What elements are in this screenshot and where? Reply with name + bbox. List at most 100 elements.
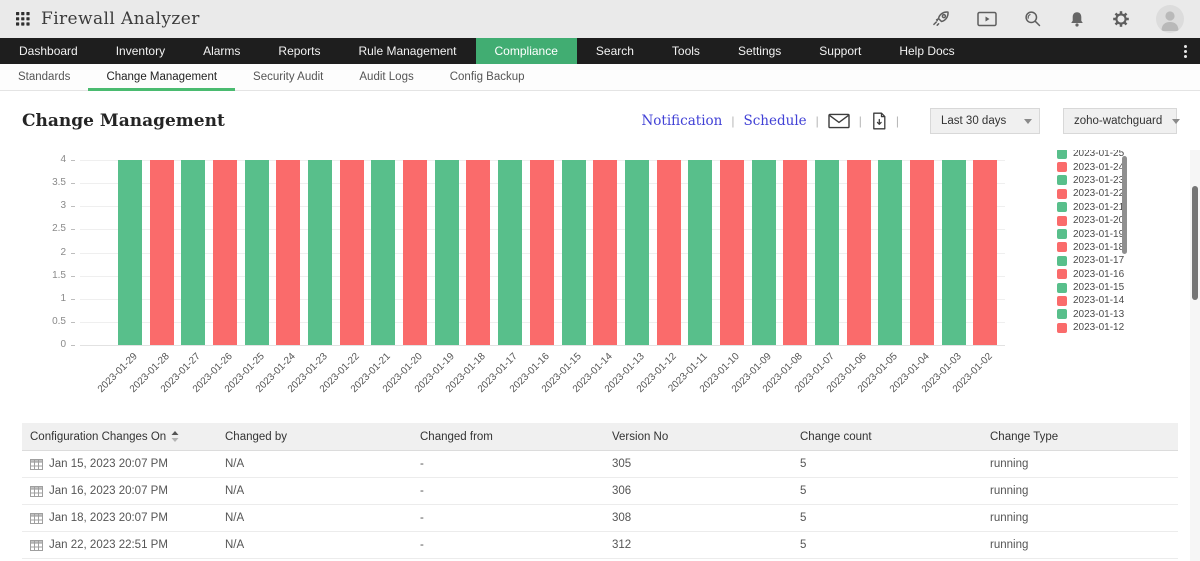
device-select[interactable]: zoho-watchguard [1063, 108, 1181, 134]
sort-icon[interactable] [171, 431, 179, 442]
y-axis-tick [71, 183, 75, 185]
chart-bar[interactable] [561, 160, 586, 345]
chart-bar[interactable] [593, 160, 618, 345]
legend-item[interactable]: 2023-01-20 [1057, 214, 1124, 227]
chart-bar[interactable] [149, 160, 174, 345]
config-change-date[interactable]: Jan 22, 2023 22:51 PM [49, 539, 168, 551]
schedule-link[interactable]: Schedule [743, 113, 807, 129]
chart-bar[interactable] [403, 160, 428, 345]
chart-bar[interactable] [118, 160, 142, 345]
page-controls: Notification | Schedule | | | Last 30 da… [641, 108, 1181, 134]
y-gridline [80, 345, 1005, 346]
legend-item[interactable]: 2023-01-25 [1057, 150, 1124, 160]
column-change-count[interactable]: Change count [800, 430, 872, 443]
user-avatar[interactable] [1156, 5, 1184, 33]
y-axis-tick [71, 345, 75, 346]
nav-tools[interactable]: Tools [671, 44, 700, 58]
chart-bar[interactable] [498, 160, 523, 345]
nav-rule-management[interactable]: Rule Management [358, 44, 457, 58]
nav-overflow-kebab-icon[interactable] [1171, 38, 1200, 64]
chart-bar[interactable] [688, 160, 713, 345]
legend-item[interactable]: 2023-01-12 [1057, 321, 1124, 334]
config-change-date[interactable]: Jan 16, 2023 20:07 PM [49, 485, 168, 497]
pdf-export-icon[interactable] [871, 112, 887, 130]
subtab-change-management[interactable]: Change Management [88, 64, 235, 91]
nav-support[interactable]: Support [819, 44, 862, 58]
nav-dashboard[interactable]: Dashboard [19, 44, 78, 58]
page-scrollbar-thumb[interactable] [1192, 186, 1198, 300]
chart-bar[interactable] [244, 160, 269, 345]
legend-item[interactable]: 2023-01-17 [1057, 254, 1124, 267]
table-row[interactable]: Jan 18, 2023 20:07 PM N/A - 308 5 running [22, 505, 1178, 532]
chart-bar[interactable] [846, 160, 871, 345]
chart-bar[interactable] [624, 160, 649, 345]
chart-bar[interactable] [466, 160, 491, 345]
subtab-standards[interactable]: Standards [18, 71, 71, 83]
search-icon[interactable] [1023, 9, 1043, 29]
column-configuration-changes-on[interactable]: Configuration Changes On [22, 431, 217, 443]
chart-bar[interactable] [751, 160, 776, 345]
legend-scrollbar[interactable] [1122, 156, 1127, 254]
config-change-date[interactable]: Jan 18, 2023 20:07 PM [49, 512, 168, 524]
legend-item[interactable]: 2023-01-15 [1057, 281, 1124, 294]
chart-bar[interactable] [910, 160, 934, 345]
subtab-audit-logs[interactable]: Audit Logs [359, 71, 414, 83]
column-change-type[interactable]: Change Type [990, 430, 1059, 443]
chart-bar[interactable] [434, 160, 459, 345]
legend-swatch [1057, 175, 1067, 186]
subtab-security-audit[interactable]: Security Audit [253, 71, 324, 83]
legend-item[interactable]: 2023-01-19 [1057, 227, 1124, 240]
legend-item[interactable]: 2023-01-14 [1057, 294, 1124, 307]
apps-grid-icon[interactable] [16, 12, 30, 26]
envelope-icon[interactable] [828, 113, 850, 129]
chart-bar[interactable] [878, 160, 903, 345]
table-cell: - [420, 485, 424, 497]
rocket-icon[interactable] [931, 9, 951, 29]
table-row[interactable]: Jan 16, 2023 20:07 PM N/A - 306 5 running [22, 478, 1178, 505]
chart-bar[interactable] [213, 160, 238, 345]
nav-settings[interactable]: Settings [737, 44, 782, 58]
bell-icon[interactable] [1068, 10, 1086, 29]
legend-item[interactable]: 2023-01-13 [1057, 308, 1124, 321]
chart-bar[interactable] [719, 160, 744, 345]
time-period-select[interactable]: Last 30 days [930, 108, 1040, 134]
legend-label: 2023-01-16 [1073, 268, 1125, 280]
nav-alarms[interactable]: Alarms [203, 44, 241, 58]
nav-reports[interactable]: Reports [278, 44, 321, 58]
config-change-date[interactable]: Jan 15, 2023 20:07 PM [49, 458, 168, 470]
table-row[interactable]: Jan 15, 2023 20:07 PM N/A - 305 5 running [22, 451, 1178, 478]
nav-inventory[interactable]: Inventory [115, 44, 166, 58]
chart-bar[interactable] [276, 160, 301, 345]
legend-item[interactable]: 2023-01-22 [1057, 187, 1124, 200]
notification-link[interactable]: Notification [641, 113, 723, 129]
demo-video-icon[interactable] [976, 9, 998, 29]
chart-bar[interactable] [941, 160, 966, 345]
chart-bar[interactable] [656, 160, 681, 345]
legend-item[interactable]: 2023-01-16 [1057, 268, 1124, 281]
chart-bar[interactable] [814, 160, 839, 345]
column-version-no[interactable]: Version No [612, 430, 669, 443]
nav-search[interactable]: Search [595, 44, 634, 58]
column-changed-from[interactable]: Changed from [420, 430, 493, 443]
nav-help-docs[interactable]: Help Docs [899, 44, 955, 58]
gear-icon[interactable] [1111, 9, 1131, 29]
nav-compliance[interactable]: Compliance [475, 38, 577, 64]
legend-item[interactable]: 2023-01-18 [1057, 241, 1124, 254]
column-changed-by[interactable]: Changed by [225, 430, 288, 443]
chart-bar[interactable] [339, 160, 364, 345]
legend-item[interactable]: 2023-01-24 [1057, 160, 1124, 173]
chart-bar[interactable] [181, 160, 206, 345]
subtab-config-backup[interactable]: Config Backup [449, 71, 525, 83]
chart-bar[interactable] [783, 160, 808, 345]
legend-item[interactable]: 2023-01-21 [1057, 201, 1124, 214]
y-axis-tick [71, 206, 75, 208]
chart-bar[interactable] [308, 160, 333, 345]
chart-bar[interactable] [371, 160, 396, 345]
legend-swatch [1057, 162, 1067, 173]
chart-bar[interactable] [529, 160, 554, 345]
table-cell: running [990, 539, 1029, 551]
table-row[interactable]: Jan 22, 2023 22:51 PM N/A - 312 5 running [22, 532, 1178, 559]
legend-item[interactable]: 2023-01-23 [1057, 174, 1124, 187]
chart-bar[interactable] [973, 160, 998, 345]
legend-swatch [1057, 282, 1067, 293]
